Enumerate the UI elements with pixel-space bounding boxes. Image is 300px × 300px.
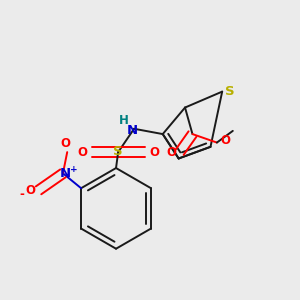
Text: O: O [149,146,159,159]
Text: H: H [118,114,128,127]
Text: O: O [77,146,87,159]
Text: -: - [19,188,24,201]
Text: O: O [220,134,230,147]
Text: O: O [25,184,35,197]
Text: N: N [59,167,70,180]
Text: +: + [70,165,77,174]
Text: S: S [225,85,234,98]
Text: O: O [166,146,176,159]
Text: S: S [113,145,123,158]
Text: O: O [60,137,70,150]
Text: N: N [126,124,137,137]
